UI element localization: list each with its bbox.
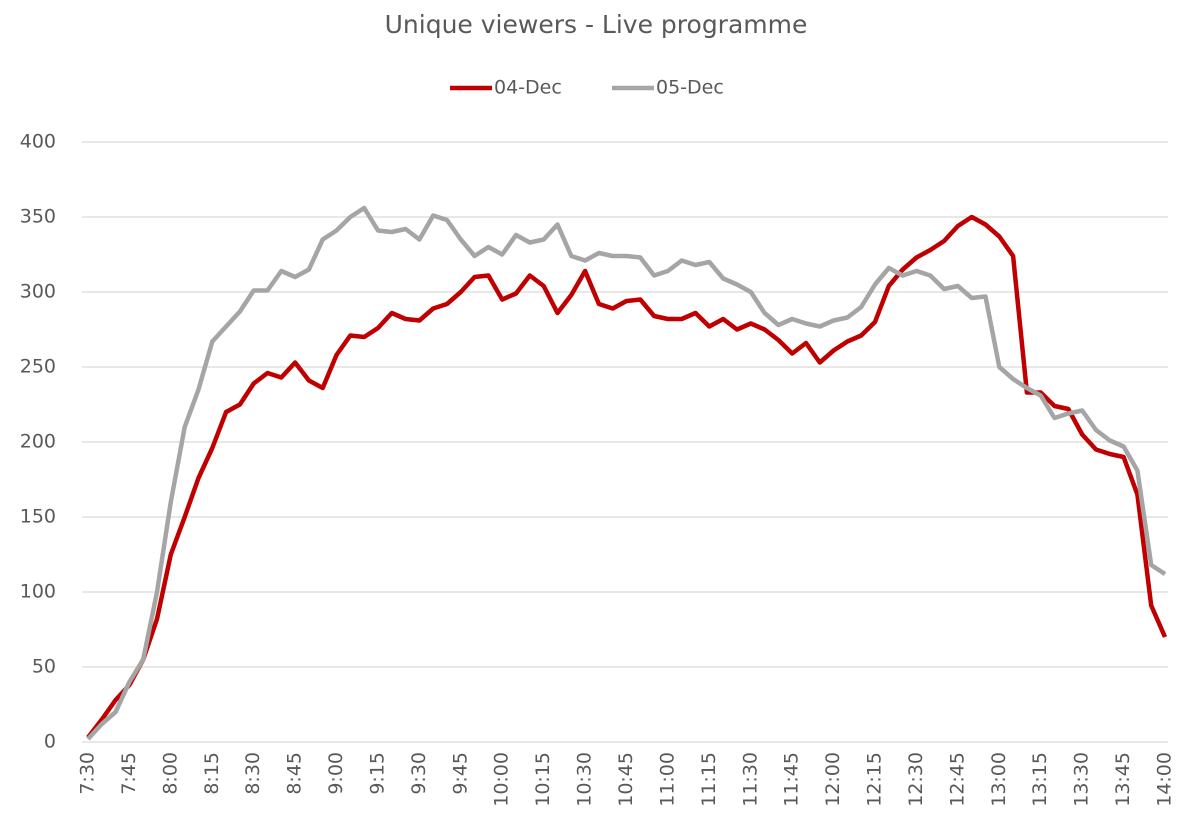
series-line — [86, 205, 1167, 741]
x-tick-label: 7:45 — [118, 752, 140, 795]
y-tick-label: 250 — [20, 356, 56, 378]
x-tick-label: 11:00 — [656, 752, 678, 807]
chart-title: Unique viewers - Live programme — [385, 10, 808, 39]
x-tick-label: 8:30 — [242, 752, 264, 795]
x-tick-label: 10:15 — [532, 752, 554, 807]
y-tick-label: 200 — [20, 431, 56, 453]
y-tick-label: 50 — [32, 656, 56, 678]
y-tick-label: 0 — [44, 731, 56, 753]
x-tick-label: 7:30 — [77, 752, 99, 795]
x-tick-label: 13:15 — [1029, 752, 1051, 807]
x-tick-label: 8:15 — [201, 752, 223, 795]
y-tick-label: 100 — [20, 581, 56, 603]
legend-label: 05-Dec — [656, 77, 724, 99]
x-tick-label: 13:45 — [1112, 752, 1134, 807]
x-tick-label: 12:45 — [946, 752, 968, 807]
y-tick-label: 150 — [20, 506, 56, 528]
series-line — [86, 214, 1168, 739]
x-tick-label: 12:00 — [822, 752, 844, 807]
x-tick-label: 10:00 — [491, 752, 513, 807]
x-tick-label: 12:30 — [905, 752, 927, 807]
x-tick-label: 10:45 — [615, 752, 637, 807]
x-tick-label: 8:45 — [284, 752, 306, 795]
y-tick-label: 300 — [20, 281, 56, 303]
x-tick-label: 11:15 — [698, 752, 720, 807]
legend-label: 04-Dec — [494, 77, 562, 99]
x-tick-label: 8:00 — [159, 752, 181, 795]
x-tick-label: 9:45 — [449, 752, 471, 795]
x-tick-label: 9:30 — [408, 752, 430, 795]
x-tick-label: 14:00 — [1154, 752, 1176, 807]
x-tick-label: 11:30 — [739, 752, 761, 807]
x-tick-label: 11:45 — [781, 752, 803, 807]
y-tick-label: 400 — [20, 131, 56, 153]
x-tick-label: 13:30 — [1071, 752, 1093, 807]
x-tick-label: 10:30 — [574, 752, 596, 807]
x-tick-label: 12:15 — [864, 752, 886, 807]
y-tick-label: 350 — [20, 206, 56, 228]
x-tick-label: 13:00 — [988, 752, 1010, 807]
x-tick-label: 9:15 — [366, 752, 388, 795]
x-tick-label: 9:00 — [325, 752, 347, 795]
